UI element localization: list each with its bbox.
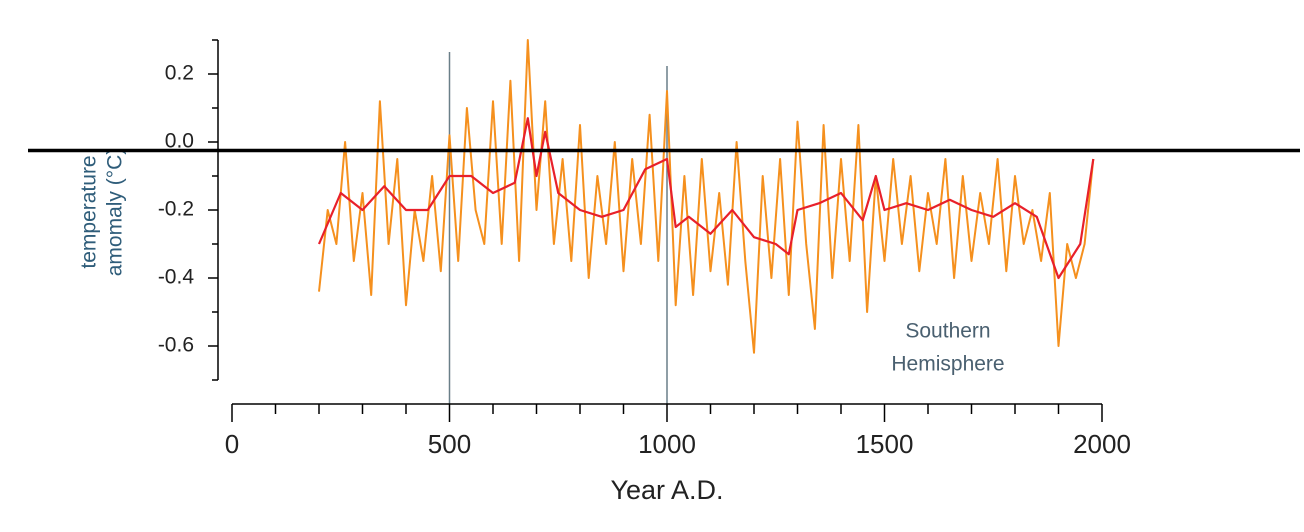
y-tick-label: 0.2 (165, 62, 194, 85)
x-tick-label: 0 (225, 429, 239, 459)
x-tick-label: 2000 (1073, 429, 1131, 459)
annotation: Hemisphere (891, 353, 1004, 376)
y-axis-title: amomaly (°C) (104, 148, 127, 277)
annotation: Southern (905, 320, 990, 343)
y-axis-title: temperature (78, 155, 101, 268)
x-tick-label: 500 (428, 429, 471, 459)
x-tick-label: 1000 (638, 429, 696, 459)
y-tick-label: -0.2 (158, 198, 194, 221)
y-tick-label: -0.6 (158, 334, 194, 357)
y-tick-label: 0.0 (165, 130, 194, 153)
x-axis-title: Year A.D. (610, 475, 723, 505)
data-line (317, 117, 1095, 280)
x-tick-label: 1500 (856, 429, 914, 459)
data-line (318, 39, 1095, 354)
y-tick-label: -0.4 (158, 266, 195, 289)
